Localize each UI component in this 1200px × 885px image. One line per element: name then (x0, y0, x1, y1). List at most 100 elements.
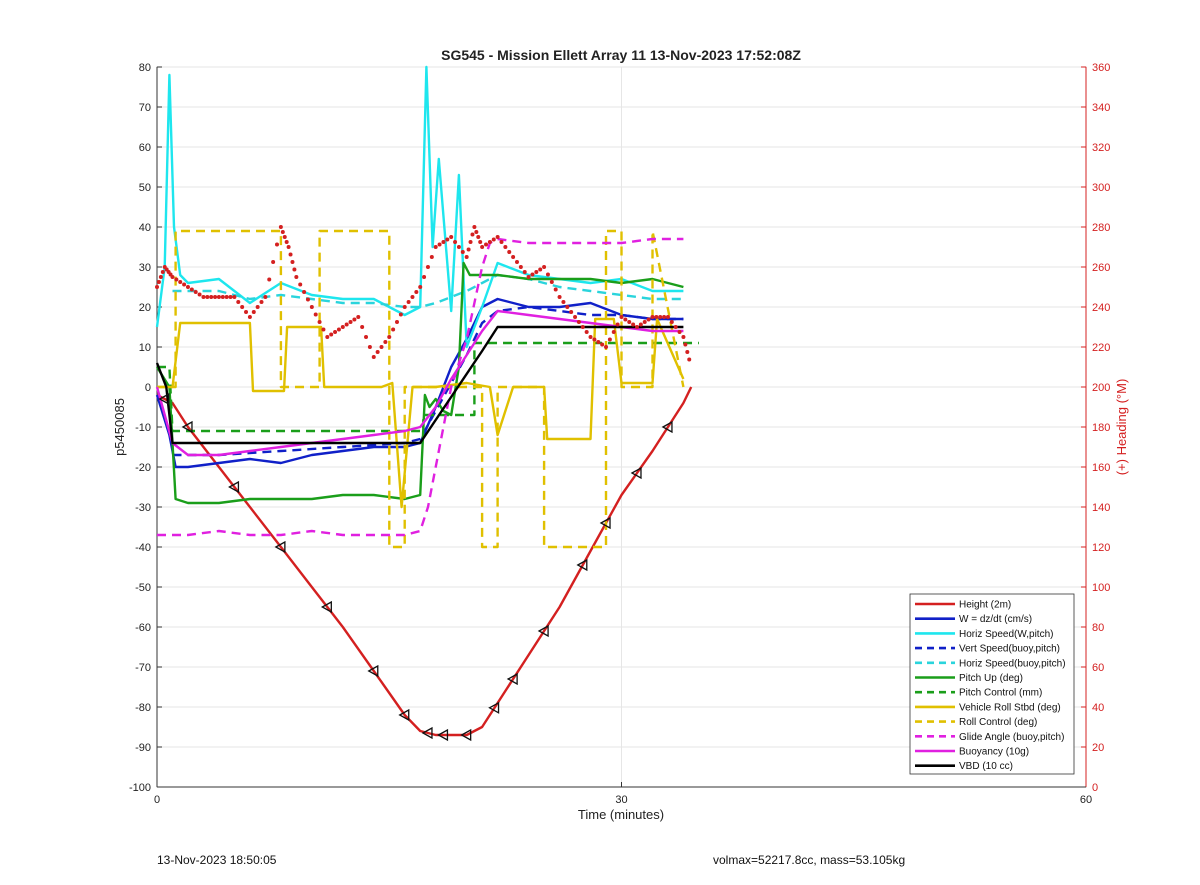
heading-dot (371, 355, 376, 359)
heading-dot (160, 270, 165, 274)
series-line-pitch-up-deg (155, 261, 684, 505)
heading-dot (503, 245, 508, 249)
heading-dot (480, 245, 485, 249)
heading-dot (170, 275, 175, 279)
heading-dot (425, 265, 430, 269)
heading-dot (538, 267, 543, 272)
height-marker (367, 664, 379, 678)
heading-dot (240, 305, 245, 309)
heading-dot (360, 325, 365, 329)
heading-dot (309, 305, 314, 309)
y-tick-label: -90 (135, 742, 151, 754)
y2-tick-label: 300 (1092, 182, 1110, 194)
legend-label: Roll Control (deg) (959, 717, 1037, 728)
x-axis-ticks: 0 30 60 (154, 67, 1092, 806)
legend-label: Horiz Speed(W,pitch) (959, 629, 1053, 640)
heading-dot (623, 317, 628, 322)
heading-dot (321, 327, 326, 332)
height-marker (488, 701, 500, 714)
footer-volmax: volmax=52217.8cc, mass=53.105kg (713, 853, 906, 867)
heading-dot (530, 272, 535, 277)
heading-dot (487, 240, 492, 244)
heading-dot (437, 242, 442, 247)
height-marker (181, 420, 193, 434)
heading-dot (445, 237, 450, 242)
heading-dot (367, 345, 372, 349)
heading-dot (534, 270, 539, 274)
height-marker (158, 392, 170, 406)
heading-dot (284, 240, 289, 244)
heading-dot (673, 325, 678, 329)
y-tick-label: 30 (139, 262, 151, 274)
heading-dot (650, 315, 655, 319)
heading-dot (394, 320, 399, 324)
heading-dot (278, 225, 283, 229)
heading-dot (216, 295, 221, 299)
heading-dot (348, 320, 353, 324)
heading-dot (224, 295, 229, 299)
heading-dot (499, 240, 504, 244)
heading-dot (456, 245, 461, 249)
y2-tick-label: 40 (1092, 702, 1104, 714)
heading-dot (658, 315, 663, 319)
heading-dot (236, 300, 241, 304)
heading-dot (638, 322, 643, 327)
y-tick-label: 40 (139, 222, 151, 234)
height-marker (398, 708, 410, 722)
x-tick-label: 30 (615, 794, 627, 806)
y2-tick-label: 160 (1092, 462, 1110, 474)
heading-dot (654, 315, 659, 319)
heading-dot (259, 300, 264, 304)
heading-dot (478, 240, 483, 244)
heading-dot (611, 330, 616, 334)
y-tick-label: 80 (139, 62, 151, 74)
y-tick-label: -70 (135, 662, 151, 674)
y-tick-label: -100 (129, 782, 151, 794)
heading-dot (464, 255, 469, 259)
series-line-roll-control-deg (157, 229, 685, 549)
legend-label: W = dz/dt (cm/s) (959, 614, 1032, 625)
legend-box (909, 593, 1075, 775)
heading-dot (631, 322, 636, 327)
heading-dot (553, 287, 558, 292)
heading-dot (596, 340, 601, 344)
heading-dot (542, 265, 547, 269)
series-line-height-2m (156, 386, 693, 737)
y2-tick-label: 180 (1092, 422, 1110, 434)
heading-dot (526, 275, 531, 279)
heading-dot (292, 267, 297, 272)
heading-dot (418, 285, 423, 289)
legend-label: Pitch Control (mm) (959, 688, 1042, 699)
heading-dot (280, 230, 285, 234)
height-marker (537, 624, 549, 638)
legend-label: Height (2m) (959, 600, 1011, 611)
heading-dot (364, 335, 369, 339)
y2-tick-label: 280 (1092, 222, 1110, 234)
heading-dot (329, 332, 334, 337)
height-marker (437, 728, 449, 742)
heading-dot (580, 325, 585, 329)
heading-dot (263, 295, 268, 299)
height-markers (158, 392, 673, 742)
heading-dot (441, 240, 446, 244)
heading-dot (615, 322, 620, 327)
heading-dot (453, 240, 458, 244)
legend-label: VBD (10 cc) (959, 761, 1013, 772)
heading-dot (460, 250, 465, 254)
heading-dot (677, 330, 682, 334)
series-line-buoyancy-10g (155, 309, 684, 457)
x-tick-label: 0 (154, 794, 160, 806)
heading-dot (379, 345, 384, 349)
height-marker (421, 726, 433, 740)
heading-dot (561, 300, 566, 304)
heading-dot (491, 237, 496, 242)
heading-dot (155, 285, 159, 289)
heading-dot (449, 235, 454, 239)
heading-dot (646, 317, 651, 322)
series-line-vert-speed-buoy-pitch (172, 305, 684, 457)
heading-dot (607, 337, 612, 342)
heading-dot (662, 315, 667, 319)
y2-tick-label: 220 (1092, 342, 1110, 354)
heading-dot (251, 310, 256, 314)
heading-dot (174, 277, 179, 282)
